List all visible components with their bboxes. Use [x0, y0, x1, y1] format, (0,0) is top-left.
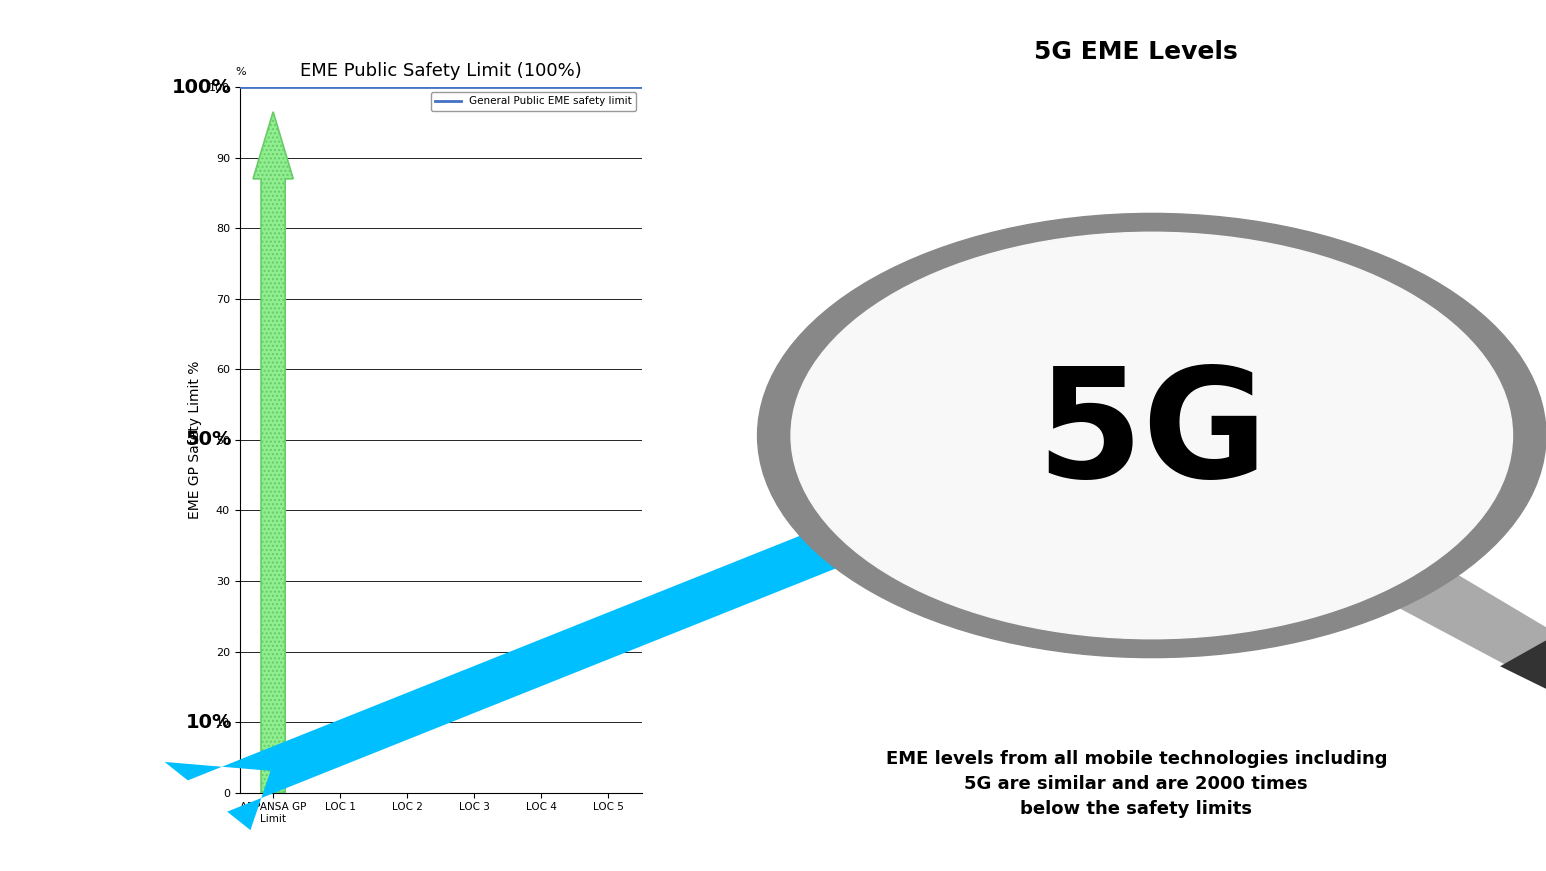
Y-axis label: EME GP Safety Limit %: EME GP Safety Limit %	[189, 361, 203, 519]
Polygon shape	[1500, 631, 1546, 717]
Text: 5G: 5G	[1036, 361, 1268, 510]
Legend: General Public EME safety limit: General Public EME safety limit	[431, 92, 637, 111]
Polygon shape	[254, 111, 294, 793]
Circle shape	[792, 233, 1512, 638]
Circle shape	[758, 213, 1546, 658]
Text: 5G EME Levels: 5G EME Levels	[1034, 40, 1238, 64]
Text: 100%: 100%	[172, 78, 232, 97]
Text: EME levels from all mobile technologies including
5G are similar and are 2000 ti: EME levels from all mobile technologies …	[886, 750, 1387, 818]
Polygon shape	[164, 490, 955, 830]
Text: %: %	[235, 66, 246, 77]
Text: 10%: 10%	[186, 712, 232, 732]
Polygon shape	[1356, 550, 1546, 717]
Title: EME Public Safety Limit (100%): EME Public Safety Limit (100%)	[300, 62, 581, 80]
Text: 50%: 50%	[186, 430, 232, 449]
